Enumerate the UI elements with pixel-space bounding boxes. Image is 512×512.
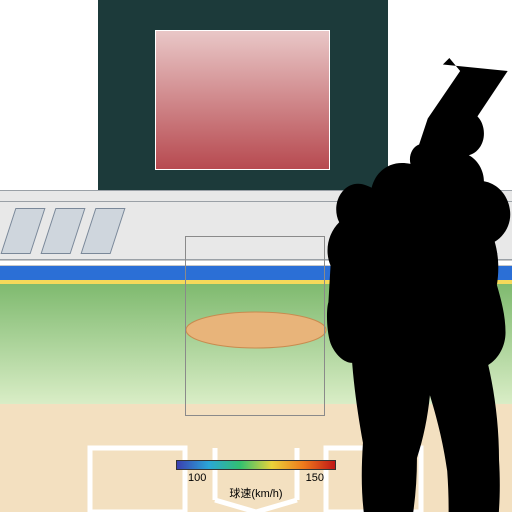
speed-legend-ticks: 100 150 (176, 472, 336, 484)
pitch-location-chart: 100 150 球速(km/h) (0, 0, 512, 512)
speed-legend-gradient (176, 460, 336, 470)
speed-legend-tick-max: 150 (306, 472, 324, 484)
speed-legend-tick-min: 100 (188, 472, 206, 484)
speed-legend: 100 150 球速(km/h) (176, 460, 336, 501)
batter-silhouette (296, 58, 512, 512)
speed-legend-label: 球速(km/h) (176, 485, 336, 501)
